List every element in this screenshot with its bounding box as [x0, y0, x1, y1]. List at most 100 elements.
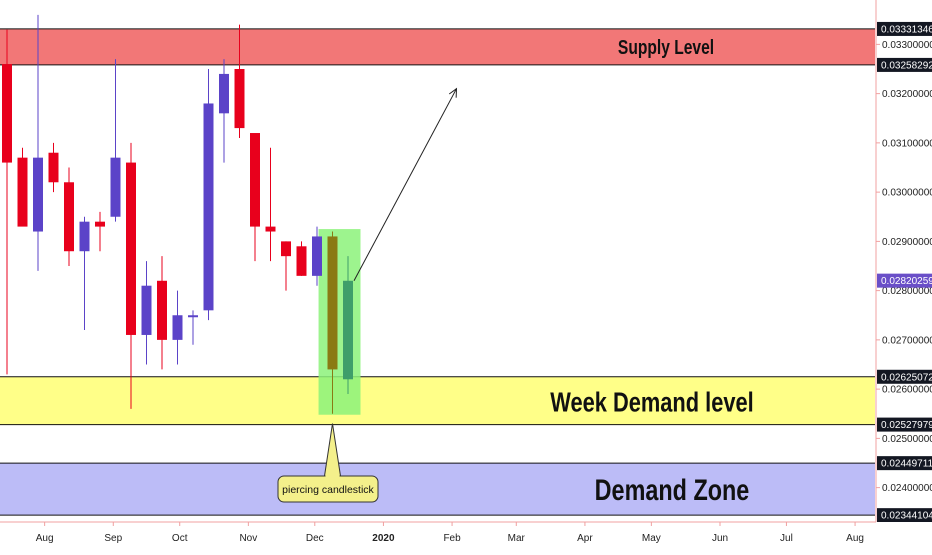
time-tick-label: Nov: [239, 533, 257, 544]
candle-body: [64, 182, 74, 252]
candle: [157, 256, 167, 370]
price-tick-label: 0.02700000: [882, 335, 932, 346]
price-tick-label: 0.03300000: [882, 40, 932, 51]
axis-corner: [876, 522, 932, 550]
candle-body: [48, 152, 59, 183]
price-tick-label: 0.03100000: [882, 138, 932, 149]
candle: [95, 211, 105, 252]
price-tick-label: 0.02800000: [882, 286, 932, 297]
candle-body: [250, 133, 260, 227]
candle: [296, 241, 307, 276]
candle-body: [234, 69, 245, 129]
price-tag-label: 0.02527979: [881, 420, 932, 431]
candle: [79, 216, 90, 331]
price-axis: 0.03300000 0.03200000 0.03100000 0.03000000…: [875, 0, 932, 550]
candle-body: [219, 73, 229, 114]
price-tick-label: 0.03200000: [882, 89, 932, 100]
price-tag-label: 0.02625072: [881, 372, 932, 383]
time-tick-label: 2020: [372, 533, 395, 544]
supply-level-label: Supply Level: [618, 36, 714, 58]
highlight-layer: [318, 229, 361, 415]
time-tick-label: Jun: [712, 533, 728, 544]
price-tag: [877, 508, 932, 523]
time-tick-label: Sep: [104, 533, 122, 544]
callout-pointer: [323, 423, 342, 477]
candle-body: [188, 315, 198, 318]
price-tick-label: 0.02500000: [882, 434, 932, 445]
candle: [48, 142, 59, 193]
candle: [33, 14, 43, 271]
time-axis-background: [0, 522, 876, 550]
price-tag-label: 0.03258292: [881, 60, 932, 71]
candle-body: [95, 221, 105, 227]
demand-zone: [0, 463, 875, 516]
candle: [219, 59, 229, 163]
price-tag: [877, 21, 932, 36]
time-axis: Aug Sep Oct Nov Dec 2020 Feb Mar Apr May Jun Jul Aug: [0, 521, 932, 550]
candle: [2, 29, 12, 375]
callout-layer: piercing candlestick: [277, 423, 379, 503]
candle: [343, 256, 353, 395]
candle-body: [17, 157, 28, 227]
candle: [281, 241, 291, 291]
candle-body: [265, 226, 276, 232]
time-tick-label: Aug: [36, 533, 54, 544]
time-tick-label: Feb: [443, 533, 461, 544]
time-tick-label: Dec: [306, 533, 324, 544]
time-tick-label: May: [642, 533, 661, 544]
candle: [234, 24, 245, 138]
zones-layer: [0, 28, 875, 516]
price-tag: [877, 273, 932, 288]
time-tick-label: Oct: [172, 533, 188, 544]
candle-body: [141, 285, 152, 335]
labels-layer: Supply Level Week Demand level Demand Zone: [550, 36, 753, 507]
week-demand-zone: [0, 376, 875, 425]
candle-body: [327, 236, 338, 370]
price-tag-label: 0.03331346: [881, 24, 932, 35]
candle-body: [312, 236, 322, 276]
price-tag: [877, 57, 932, 72]
trend-arrow-head-icon: [448, 87, 458, 98]
price-tag: [877, 417, 932, 432]
candle-body: [281, 241, 291, 257]
time-tick-label: Jul: [780, 533, 793, 544]
candle-body: [172, 315, 183, 340]
candle: [312, 226, 322, 286]
price-tag-label: 0.02820259: [881, 276, 932, 287]
trend-arrow-line: [353, 88, 457, 282]
candle: [126, 142, 136, 409]
piercing-highlight-box: [318, 229, 361, 415]
candle-body: [2, 64, 12, 163]
candle: [327, 231, 338, 414]
demand-zone-label: Demand Zone: [595, 473, 750, 506]
candle: [188, 310, 198, 345]
candle: [250, 133, 260, 262]
price-tick-label: 0.02400000: [882, 483, 932, 494]
price-tag-label: 0.02344104: [881, 511, 932, 522]
candle: [64, 167, 74, 266]
candle-body: [33, 157, 43, 232]
callout-joint: [325, 475, 340, 478]
candle: [141, 261, 152, 365]
candle-body: [157, 280, 167, 340]
price-tag-label: 0.02449711: [881, 459, 932, 470]
candle: [172, 290, 183, 365]
price-tick-label: 0.02600000: [882, 385, 932, 396]
candle: [265, 147, 276, 262]
candle: [17, 147, 28, 227]
price-tag: [877, 456, 932, 471]
price-tick-label: 0.02900000: [882, 237, 932, 248]
candle: [110, 59, 121, 222]
candles-layer: [2, 14, 353, 414]
time-tick-label: Apr: [577, 533, 593, 544]
candle-body: [296, 246, 307, 276]
arrow-layer: [353, 87, 458, 282]
price-tick-label: 0.03000000: [882, 188, 932, 199]
callout-text: piercing candlestick: [282, 484, 374, 496]
price-tag: [877, 369, 932, 384]
time-tick-label: Aug: [846, 533, 864, 544]
candle-body: [126, 162, 136, 335]
candle-body: [79, 221, 90, 252]
